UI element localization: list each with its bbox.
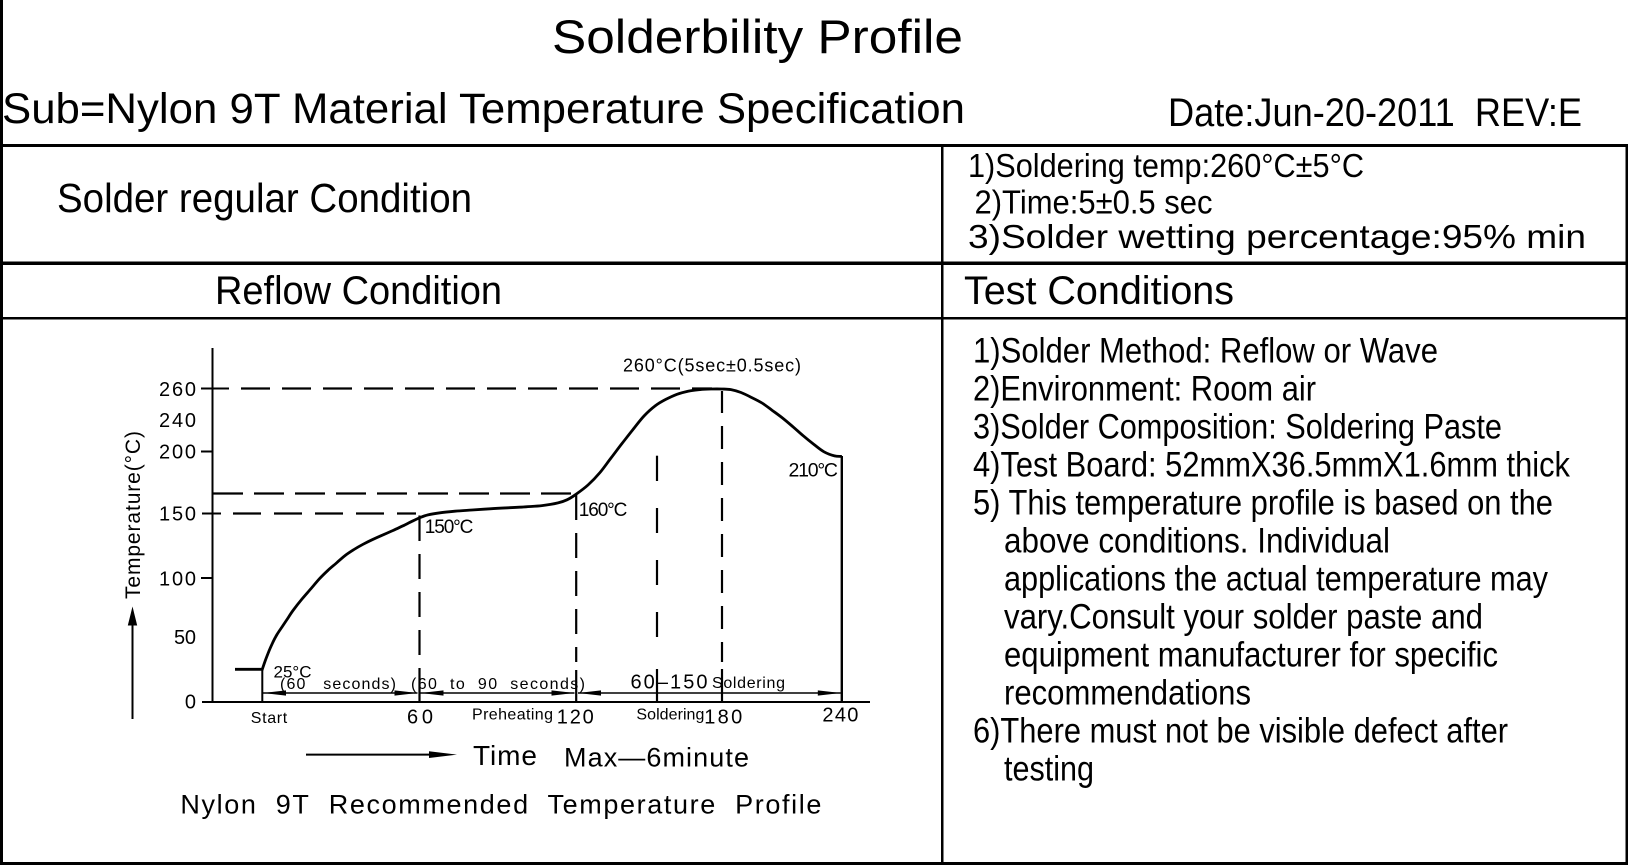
svg-text:applications the actual temper: applications the actual temperature may xyxy=(1004,560,1548,599)
svg-text:Solder regular Condition: Solder regular Condition xyxy=(57,175,472,221)
svg-text:5) This temperature profile is: 5) This temperature profile is based on … xyxy=(973,484,1553,523)
svg-text:Sub=Nylon 9T Material Temperat: Sub=Nylon 9T Material Temperature Specif… xyxy=(2,86,965,133)
svg-text:Temperature(°C): Temperature(°C) xyxy=(122,431,145,599)
svg-text:260°C(5sec±0.5sec): 260°C(5sec±0.5sec) xyxy=(623,356,801,376)
svg-text:3)Solder Composition: Solderin: 3)Solder Composition: Soldering Paste xyxy=(973,408,1502,447)
svg-text:25°C: 25°C xyxy=(274,663,312,682)
svg-text:Test Conditions: Test Conditions xyxy=(964,269,1234,313)
svg-text:2)Environment: Room air: 2)Environment: Room air xyxy=(973,370,1316,409)
svg-text:above conditions. Individual: above conditions. Individual xyxy=(1004,522,1390,561)
svg-text:Start: Start xyxy=(251,710,288,727)
svg-text:Soldering: Soldering xyxy=(636,707,704,724)
svg-text:Date:Jun-20-2011 REV:E: Date:Jun-20-2011 REV:E xyxy=(1168,91,1582,135)
svg-text:Soldering: Soldering xyxy=(712,675,785,692)
svg-text:Time: Time xyxy=(473,740,537,771)
svg-text:testing: testing xyxy=(1004,750,1094,789)
svg-text:Preheating: Preheating xyxy=(472,707,553,724)
svg-text:180: 180 xyxy=(704,707,742,729)
svg-text:120: 120 xyxy=(557,707,594,729)
svg-text:4)Test Board: 52mmX36.5mmX1.6m: 4)Test Board: 52mmX36.5mmX1.6mm thick xyxy=(973,446,1570,485)
svg-text:vary.Consult your solder paste: vary.Consult your solder paste and xyxy=(1004,598,1483,637)
svg-text:260: 260 xyxy=(159,379,196,401)
svg-text:3)Solder wetting percentage:95: 3)Solder wetting percentage:95% min xyxy=(968,219,1586,256)
svg-text:240: 240 xyxy=(822,705,858,727)
svg-text:100: 100 xyxy=(159,569,196,591)
svg-text:160°C: 160°C xyxy=(579,500,628,521)
svg-text:150°C: 150°C xyxy=(425,517,474,538)
svg-text:200: 200 xyxy=(159,442,196,464)
svg-text:recommendations: recommendations xyxy=(1004,674,1251,713)
svg-text:(60 seconds): (60 seconds) xyxy=(280,676,396,693)
svg-text:210°C: 210°C xyxy=(789,460,839,482)
svg-text:240: 240 xyxy=(159,410,196,432)
svg-text:(60 to 90 seconds): (60 to 90 seconds) xyxy=(411,676,585,693)
svg-text:Reflow Condition: Reflow Condition xyxy=(215,269,502,313)
svg-text:150: 150 xyxy=(159,504,196,526)
svg-text:equipment manufacturer for spe: equipment manufacturer for specific xyxy=(1004,636,1498,675)
svg-text:1)Soldering temp:260°C±5°C: 1)Soldering temp:260°C±5°C xyxy=(968,148,1364,185)
svg-text:Max—6minute: Max—6minute xyxy=(564,743,749,773)
svg-text:6)There must not be visible de: 6)There must not be visible defect after xyxy=(973,712,1508,751)
svg-text:1)Solder Method: Reflow or Wav: 1)Solder Method: Reflow or Wave xyxy=(973,332,1438,371)
svg-text:0: 0 xyxy=(185,692,196,714)
svg-text:Nylon 9T Recommended Temper: Nylon 9T Recommended Temperature Profile xyxy=(180,790,821,820)
svg-text:2)Time:5±0.5 sec: 2)Time:5±0.5 sec xyxy=(975,185,1213,222)
svg-text:50: 50 xyxy=(174,627,196,649)
svg-text:Solderbility Profile: Solderbility Profile xyxy=(552,10,963,63)
